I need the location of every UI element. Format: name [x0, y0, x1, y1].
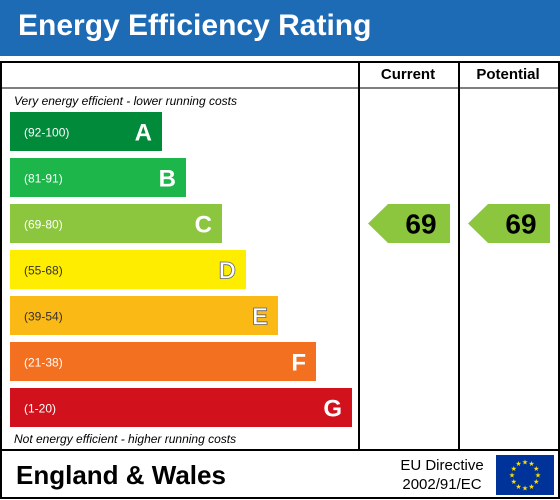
eu-flag-icon: ★ ★★★★★★★★★★★ [496, 455, 554, 495]
band-bar-g [10, 388, 352, 427]
eu-star-icon: ★ [522, 485, 528, 493]
page-title: Energy Efficiency Rating [18, 9, 372, 42]
band-bar-e [10, 296, 278, 335]
rating-band-a: (92-100) A [10, 112, 162, 151]
column-header-potential: Potential [476, 66, 539, 83]
current-rating-arrow: 69 [368, 204, 450, 243]
rating-bands: (92-100) A (81-91) B (69-80) C (55-68) D (39-54)… [10, 112, 352, 427]
rating-band-d: (55-68) D [10, 250, 246, 289]
eu-directive-line1: EU Directive [400, 457, 484, 474]
band-range-d: (55-68) [24, 264, 63, 278]
rating-band-e: (39-54) E [10, 296, 278, 335]
header-bar: Energy Efficiency Rating [0, 0, 560, 56]
band-range-c: (69-80) [24, 218, 63, 232]
band-bar-f [10, 342, 316, 381]
potential-rating-value: 69 [505, 209, 536, 240]
rating-band-c: (69-80) C [10, 204, 222, 243]
bottom-note: Not energy efficient - higher running co… [14, 432, 236, 446]
rating-band-g: (1-20) G [10, 388, 352, 427]
eu-star-icon: ★ [509, 472, 515, 480]
band-letter-b: B [159, 166, 176, 193]
rating-band-f: (21-38) F [10, 342, 316, 381]
chart-frame [0, 61, 560, 499]
current-arrow-shape [368, 204, 450, 243]
eu-star-icon: ★ [515, 460, 521, 468]
eu-star-icon: ★ [522, 459, 528, 467]
band-bar-c [10, 204, 222, 243]
eu-star-icon: ★ [533, 465, 539, 473]
band-letter-a: A [135, 120, 152, 147]
eu-star-icon: ★ [533, 478, 539, 486]
band-letter-d: D [219, 258, 236, 285]
potential-rating-arrow: 69 [468, 204, 550, 243]
eu-directive-line2: 2002/91/EC [402, 476, 482, 493]
potential-arrow-shape [468, 204, 550, 243]
band-range-g: (1-20) [24, 402, 56, 416]
column-header-current: Current [381, 66, 435, 83]
eu-star-icon: ★ [511, 478, 517, 486]
band-bar-b [10, 158, 186, 197]
band-letter-f: F [291, 350, 306, 377]
eu-star-icon: ★ [511, 465, 517, 473]
rating-band-b: (81-91) B [10, 158, 186, 197]
band-letter-c: C [195, 212, 212, 239]
band-range-f: (21-38) [24, 356, 63, 370]
eu-directive-label: EU Directive 2002/91/EC [388, 456, 496, 494]
band-range-e: (39-54) [24, 310, 63, 324]
region-label: England & Wales [16, 460, 226, 490]
current-rating-value: 69 [405, 209, 436, 240]
eu-star-icon: ★ [528, 483, 534, 491]
eu-star-icon: ★ [528, 460, 534, 468]
band-letter-e: E [252, 304, 268, 331]
outer-border [0, 61, 560, 499]
eu-star-icon: ★ [535, 472, 541, 480]
top-note: Very energy efficient - lower running co… [14, 94, 237, 108]
band-range-a: (92-100) [24, 126, 69, 140]
band-range-b: (81-91) [24, 172, 63, 186]
band-bar-a [10, 112, 162, 151]
rating-arrows: 69 69 [368, 204, 550, 243]
band-letter-g: G [323, 396, 342, 423]
band-bar-d [10, 250, 246, 289]
eu-star-icon: ★ [515, 483, 521, 491]
